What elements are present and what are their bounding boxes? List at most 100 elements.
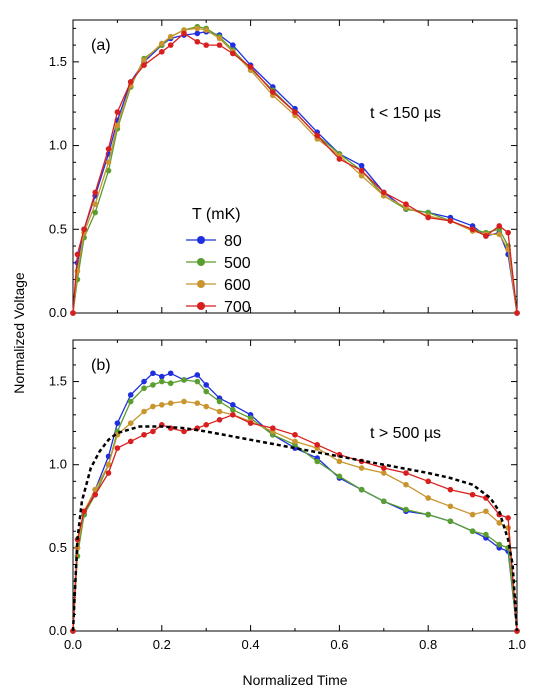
data-point-700-a bbox=[74, 251, 81, 258]
data-point-700-b bbox=[381, 465, 387, 471]
data-point-80-a bbox=[230, 42, 236, 48]
data-point-600-a bbox=[105, 159, 112, 166]
legend: T (mK) 80 500 600 700 bbox=[186, 206, 251, 316]
legend-marker-500 bbox=[197, 258, 205, 266]
data-point-700-b bbox=[447, 486, 454, 493]
y-tick-label-b: 0.5 bbox=[49, 540, 67, 555]
y-tick-label-a: 0.5 bbox=[49, 221, 67, 236]
data-point-700-a bbox=[403, 201, 409, 207]
y-tick-label-a: 1.0 bbox=[49, 138, 67, 153]
data-point-80-b bbox=[230, 402, 236, 408]
data-point-500-b bbox=[358, 486, 365, 493]
data-point-80-b bbox=[114, 420, 121, 426]
data-point-600-a bbox=[92, 201, 98, 207]
data-point-500-a bbox=[92, 209, 98, 216]
data-point-700-b bbox=[114, 445, 121, 451]
legend-label-80: 80 bbox=[224, 233, 242, 250]
data-point-600-a bbox=[216, 35, 223, 42]
data-point-80-b bbox=[194, 372, 201, 378]
plot-frame-b bbox=[72, 339, 518, 632]
data-point-600-b bbox=[150, 403, 156, 410]
data-point-600-b bbox=[292, 438, 298, 445]
data-point-600-b bbox=[181, 398, 187, 405]
data-point-700-b bbox=[81, 508, 87, 515]
x-tick-label-b: 1.0 bbox=[508, 637, 526, 652]
data-point-500-b bbox=[230, 407, 236, 413]
data-point-700-b bbox=[216, 417, 223, 423]
data-point-600-a bbox=[114, 122, 121, 129]
legend-marker-700 bbox=[197, 302, 205, 310]
data-point-700-a bbox=[314, 132, 321, 139]
data-point-700-a bbox=[203, 42, 209, 48]
data-point-600-b bbox=[447, 503, 454, 510]
data-point-500-b bbox=[447, 518, 454, 525]
data-point-500-b bbox=[167, 380, 174, 387]
data-point-500-b bbox=[150, 382, 156, 388]
data-point-600-b bbox=[483, 508, 489, 515]
data-point-80-a bbox=[194, 30, 201, 37]
panel-b: 0.0 0.5 1.0 1.5 0.0 0.2 0.4 0.6 0.8 1.0 (b) t > 5… bbox=[49, 339, 526, 652]
data-point-600-b bbox=[167, 400, 174, 406]
y-tick-label-b: 0.0 bbox=[49, 623, 67, 638]
data-point-700-a bbox=[167, 42, 174, 48]
data-point-500-b bbox=[381, 498, 387, 505]
data-point-700-a bbox=[247, 64, 254, 70]
data-point-600-a bbox=[194, 25, 201, 32]
annotation-a: t < 150 µs bbox=[370, 105, 441, 122]
data-point-600-b bbox=[141, 408, 147, 415]
data-point-80-a bbox=[358, 162, 365, 169]
x-tick-label-b: 0.2 bbox=[153, 637, 171, 652]
data-point-700-a bbox=[181, 30, 187, 37]
x-axis-title: Normalized Time bbox=[242, 672, 347, 688]
data-point-700-b bbox=[403, 470, 409, 476]
data-point-700-b bbox=[247, 420, 254, 426]
data-point-700-b bbox=[469, 491, 476, 498]
data-point-700-a bbox=[336, 156, 343, 162]
data-point-500-b bbox=[483, 531, 489, 538]
data-point-700-a bbox=[81, 226, 87, 233]
data-point-80-b bbox=[159, 373, 165, 380]
x-tick-label-b: 0.6 bbox=[330, 637, 348, 652]
data-point-700-a bbox=[381, 189, 387, 196]
data-point-600-a bbox=[203, 27, 209, 33]
data-point-600-b bbox=[92, 486, 98, 493]
data-point-500-b bbox=[159, 378, 165, 385]
data-point-700-a bbox=[270, 89, 276, 95]
data-point-700-a bbox=[159, 49, 165, 55]
data-point-500-b bbox=[203, 388, 209, 395]
data-point-700-a bbox=[505, 229, 511, 236]
data-point-700-b bbox=[181, 428, 187, 435]
data-point-700-a bbox=[70, 310, 76, 316]
legend-label-500: 500 bbox=[224, 255, 251, 272]
data-point-600-b bbox=[203, 403, 209, 410]
data-point-600-b bbox=[358, 465, 365, 471]
data-point-500-b bbox=[336, 473, 343, 480]
data-point-700-b bbox=[105, 470, 112, 476]
axes-ticks-b: 0.0 0.5 1.0 1.5 0.0 0.2 0.4 0.6 0.8 1.0 bbox=[49, 340, 526, 652]
data-point-600-a bbox=[159, 40, 165, 47]
y-tick-label-b: 1.5 bbox=[49, 374, 67, 389]
plot-frame-a bbox=[72, 19, 518, 314]
data-point-80-b bbox=[127, 392, 134, 398]
data-point-500-b bbox=[127, 398, 134, 405]
data-point-80-b bbox=[150, 370, 156, 377]
y-axis-title: Normalized Voltage bbox=[11, 272, 27, 394]
series-group-b bbox=[70, 370, 520, 634]
series-line-80-b bbox=[72, 372, 518, 632]
data-point-700-a bbox=[114, 109, 121, 115]
data-point-600-a bbox=[167, 33, 174, 40]
data-point-600-a bbox=[141, 57, 147, 63]
model-curve-b bbox=[71, 425, 519, 632]
data-point-700-a bbox=[425, 214, 432, 221]
panel-a: 0.0 0.5 1.0 1.5 (a) t < 150 µs T (mK) 80 500… bbox=[49, 19, 520, 320]
data-point-700-a bbox=[216, 42, 223, 48]
data-point-500-b bbox=[496, 541, 503, 548]
data-point-600-b bbox=[381, 470, 387, 476]
data-point-500-b bbox=[194, 378, 201, 385]
series-line-700-a bbox=[72, 32, 518, 314]
data-point-700-a bbox=[194, 38, 201, 45]
data-point-700-a bbox=[358, 167, 365, 174]
data-point-600-a bbox=[496, 231, 503, 238]
data-point-700-b bbox=[292, 431, 298, 438]
data-point-600-b bbox=[194, 400, 201, 406]
